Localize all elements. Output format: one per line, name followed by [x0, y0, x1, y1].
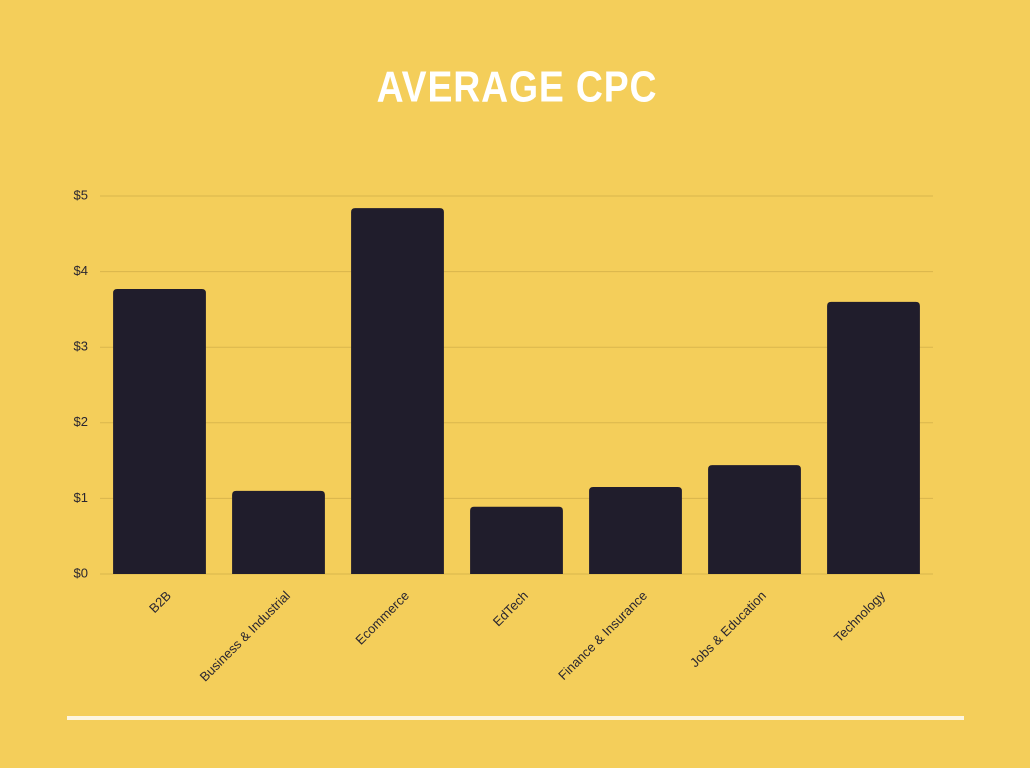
- chart-title: AVERAGE CPC: [377, 62, 658, 112]
- bar: [589, 487, 682, 574]
- y-tick-label: $2: [74, 414, 88, 429]
- bar: [470, 506, 563, 574]
- bar: [232, 490, 325, 574]
- bar: [827, 301, 920, 574]
- bar: [113, 288, 206, 574]
- y-tick-label: $1: [74, 490, 88, 505]
- y-tick-label: $4: [74, 263, 88, 278]
- bar: [708, 465, 801, 574]
- y-tick-label: $5: [74, 187, 88, 202]
- y-tick-label: $0: [74, 565, 88, 580]
- bar: [351, 208, 444, 574]
- y-tick-label: $3: [74, 339, 88, 354]
